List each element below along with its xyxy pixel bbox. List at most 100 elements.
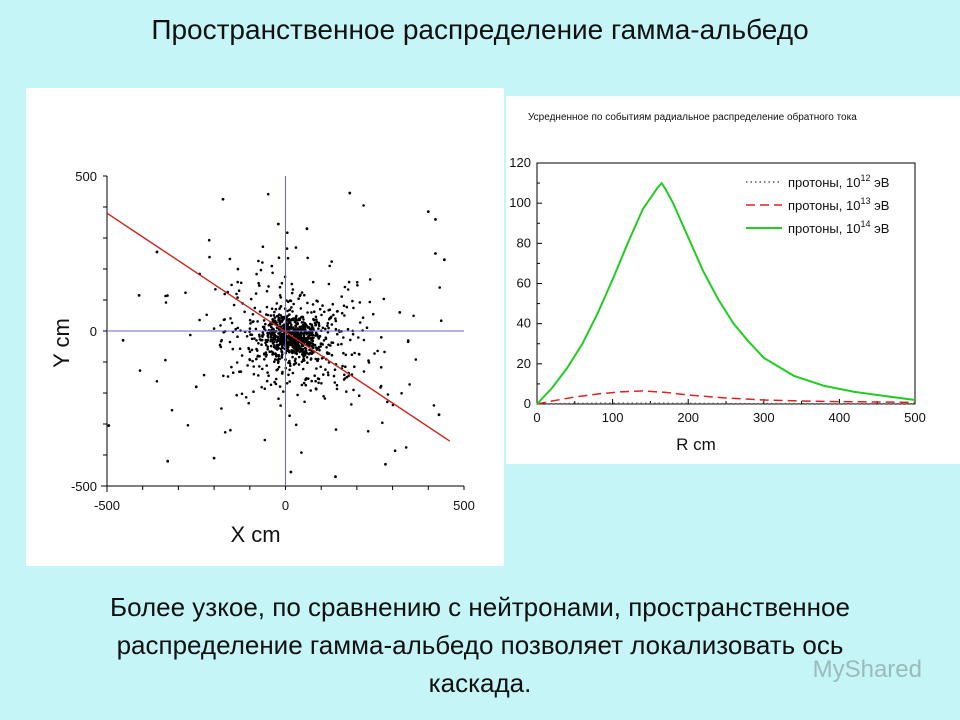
- scatter-point: [247, 401, 250, 405]
- scatter-point: [306, 337, 310, 341]
- scatter-point: [330, 260, 334, 263]
- scatter-point: [274, 321, 277, 325]
- scatter-point: [282, 323, 285, 327]
- scatter-point: [281, 372, 284, 375]
- scatter-point: [344, 365, 347, 369]
- scatter-point: [300, 315, 303, 319]
- x-axis-title: X cm: [230, 522, 280, 547]
- scatter-point: [324, 327, 327, 331]
- scatter-point: [277, 332, 280, 335]
- scatter-point: [279, 404, 282, 407]
- scatter-point: [294, 357, 297, 361]
- scatter-point: [236, 280, 239, 284]
- scatter-point: [355, 281, 359, 284]
- watermark-logo: MyShared: [812, 656, 922, 683]
- scatter-point: [327, 343, 330, 347]
- scatter-point: [279, 339, 283, 343]
- scatter-lines: [106, 176, 464, 486]
- scatter-point: [334, 475, 337, 479]
- scatter-point: [295, 319, 299, 322]
- scatter-point: [258, 284, 261, 287]
- scatter-point: [275, 368, 278, 372]
- scatter-point: [270, 264, 274, 268]
- scatter-point: [238, 347, 242, 351]
- scatter-point: [290, 350, 294, 353]
- scatter-point: [362, 338, 366, 342]
- scatter-point: [228, 257, 232, 261]
- scatter-point: [322, 373, 325, 376]
- line-chart: Усредненное по событиям радиальное распр…: [475, 111, 926, 454]
- scatter-point: [260, 343, 263, 346]
- x-tick-label: 500: [904, 410, 926, 425]
- scatter-point: [278, 307, 281, 310]
- scatter-point: [235, 361, 239, 364]
- scatter-point: [249, 333, 252, 336]
- scatter-point: [219, 340, 223, 343]
- scatter-point: [272, 352, 275, 356]
- scatter-point: [230, 283, 233, 287]
- scatter-point: [231, 347, 235, 351]
- y-tick-label: 0: [524, 396, 531, 411]
- scatter-point: [269, 336, 273, 339]
- scatter-point: [231, 371, 235, 375]
- y-tick-label: 0: [90, 324, 97, 339]
- scatter-point: [327, 373, 330, 377]
- scatter-point: [264, 322, 267, 326]
- scatter-point: [155, 250, 159, 254]
- scatter-point: [326, 331, 330, 334]
- x-axis-title: R cm: [676, 435, 716, 454]
- scatter-point: [347, 280, 351, 284]
- scatter-point: [312, 351, 315, 354]
- scatter-point: [236, 335, 239, 338]
- scatter-point: [306, 335, 310, 339]
- scatter-point: [308, 348, 311, 352]
- scatter-point: [408, 383, 411, 386]
- scatter-point: [398, 311, 402, 314]
- scatter-point: [305, 227, 309, 231]
- scatter-point: [279, 320, 283, 323]
- scatter-point: [314, 323, 317, 327]
- scatter-point: [300, 325, 303, 328]
- scatter-point: [249, 297, 253, 301]
- scatter-point: [303, 351, 307, 355]
- scatter-point: [312, 346, 315, 350]
- scatter-point: [352, 306, 355, 310]
- legend-label-13: протоны, 1013 эВ: [788, 196, 889, 213]
- scatter-point: [318, 348, 321, 352]
- scatter-point: [309, 322, 312, 326]
- scatter-point: [302, 336, 305, 340]
- scatter-point: [170, 408, 174, 412]
- scatter-point: [271, 271, 274, 275]
- scatter-point: [286, 256, 290, 260]
- scatter-point: [207, 238, 211, 242]
- y-axis-title: Y cm: [49, 318, 74, 368]
- scatter-point: [332, 374, 336, 378]
- scatter-point: [258, 365, 261, 368]
- scatter-point: [305, 377, 308, 380]
- scatter-point: [301, 327, 304, 331]
- scatter-point: [335, 310, 339, 313]
- scatter-point: [345, 305, 349, 309]
- scatter-point: [265, 305, 269, 309]
- scatter-point: [228, 340, 232, 344]
- scatter-point: [295, 333, 299, 337]
- line-chart-title: Усредненное по событиям радиальное распр…: [528, 111, 857, 123]
- scatter-point: [290, 323, 293, 327]
- scatter-point: [350, 353, 354, 357]
- scatter-point: [298, 332, 302, 336]
- y-tick-label: 120: [509, 155, 531, 170]
- scatter-point: [335, 387, 339, 391]
- scatter-point: [297, 355, 301, 359]
- x-tick-label: 0: [533, 410, 540, 425]
- scatter-point: [275, 343, 279, 347]
- scatter-point: [276, 222, 280, 226]
- scatter-point: [291, 288, 295, 291]
- scatter-point: [326, 324, 329, 328]
- x-tick-label: -500: [94, 498, 120, 513]
- scatter-point: [314, 357, 318, 361]
- scatter-point: [353, 351, 356, 355]
- scatter-point: [250, 348, 254, 352]
- scatter-point: [300, 336, 303, 339]
- scatter-point: [328, 264, 332, 268]
- scatter-point: [264, 343, 268, 347]
